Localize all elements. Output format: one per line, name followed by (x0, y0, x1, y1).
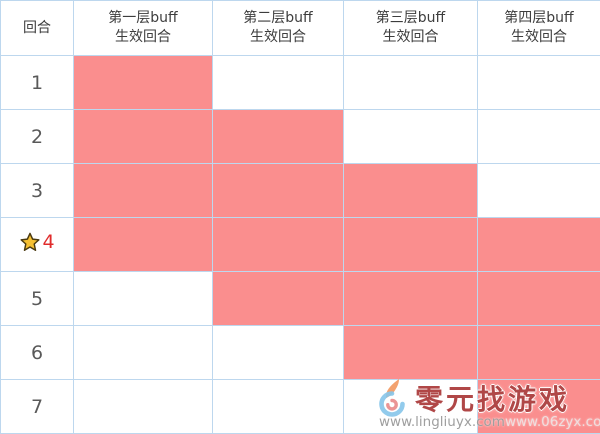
header-buff-3-line1: 第三层buff (375, 10, 446, 26)
buff-cell (73, 325, 213, 380)
header-round-label: 回合 (23, 19, 51, 36)
header-buff-2-line2: 生效回合 (250, 29, 306, 45)
table-row: 7 (0, 379, 600, 434)
buff-cell (477, 379, 600, 434)
round-cell-starred: 4 (0, 217, 74, 272)
buff-cell (73, 163, 213, 218)
buff-cell (477, 163, 600, 218)
round-cell: 1 (0, 55, 74, 110)
buff-cell (212, 325, 344, 380)
header-round: 回合 (0, 0, 74, 56)
buff-cell (73, 55, 213, 110)
table-row: 3 (0, 163, 600, 218)
header-buff-2-line1: 第二层buff (243, 10, 313, 26)
round-cell: 5 (0, 271, 74, 326)
header-buff-1-line2: 生效回合 (115, 29, 171, 45)
table-row: 1 (0, 55, 600, 110)
header-buff-1-line1: 第一层buff (108, 10, 178, 26)
buff-cell (477, 217, 600, 272)
buff-cell (212, 55, 344, 110)
buff-cell (73, 379, 213, 434)
buff-cell (73, 271, 213, 326)
round-number: 1 (30, 71, 44, 94)
round-number: 4 (42, 231, 55, 253)
buff-cell (343, 163, 478, 218)
header-buff-3-line2: 生效回合 (382, 29, 439, 45)
buff-cell (212, 163, 344, 218)
round-cell: 2 (0, 109, 74, 164)
buff-cell (343, 55, 478, 110)
buff-cell (343, 271, 478, 326)
round-number: 6 (30, 341, 44, 364)
header-buff-3: 第三层buff 生效回合 (343, 0, 478, 56)
buff-cell (212, 217, 344, 272)
header-buff-1: 第一层buff 生效回合 (73, 0, 213, 56)
header-buff-2: 第二层buff 生效回合 (212, 0, 344, 56)
round-number: 7 (30, 395, 44, 418)
round-cell: 7 (0, 379, 74, 434)
star-icon (19, 231, 41, 253)
buff-cell (212, 379, 344, 434)
buff-cell (212, 271, 344, 326)
round-cell: 3 (0, 163, 74, 218)
round-number: 2 (30, 125, 44, 148)
header-buff-4-line2: 生效回合 (511, 29, 567, 45)
buff-cell (477, 109, 600, 164)
buff-cell (343, 325, 478, 380)
header-row: 回合 第一层buff 生效回合 第二层buff 生效回合 第三层buff 生效回… (0, 0, 600, 56)
buff-cell (73, 217, 213, 272)
buff-cell (343, 217, 478, 272)
header-buff-4-line1: 第四层buff (504, 10, 574, 26)
buff-cell (477, 271, 600, 326)
buff-cell (212, 109, 344, 164)
table-row: 5 (0, 271, 600, 326)
round-cell: 6 (0, 325, 74, 380)
round-number: 5 (30, 287, 44, 310)
table-row: 6 (0, 325, 600, 380)
round-label-starred: 4 (19, 231, 55, 253)
buff-cell (477, 325, 600, 380)
round-number: 3 (30, 179, 44, 202)
header-buff-4: 第四层buff 生效回合 (477, 0, 600, 56)
buff-cell (343, 109, 478, 164)
table-row: 4 (0, 217, 600, 272)
table-row: 2 (0, 109, 600, 164)
buff-cell (477, 55, 600, 110)
buff-cell (343, 379, 478, 434)
buff-cell (73, 109, 213, 164)
